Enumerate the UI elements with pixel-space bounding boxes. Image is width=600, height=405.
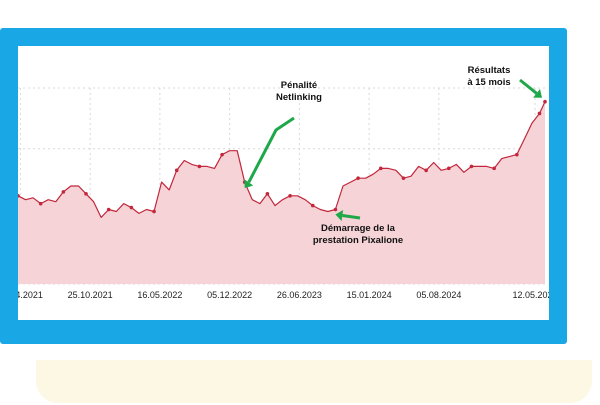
data-point [106,207,111,212]
x-tick-label: 25.10.2021 [68,290,113,300]
x-axis-ticks: 05.04.2021 25.10.2021 16.05.2022 05.12.2022… [18,290,549,300]
data-point [469,164,474,169]
x-tick-label: 05.04.2021 [18,290,43,300]
green-arrow-icon [335,210,361,221]
x-tick-label: 26.06.2023 [277,290,322,300]
data-point [18,194,20,198]
data-point [265,192,270,196]
data-point [378,166,383,171]
x-tick-label: 15.01.2024 [347,290,392,300]
chart-panel: 05.04.2021 25.10.2021 16.05.2022 05.12.2022… [18,46,549,320]
data-point [356,176,360,180]
data-point [61,190,66,194]
annotation-label: Pénalité Netlinking [276,80,322,103]
data-point [38,201,43,206]
annotations: Pénalité Netlinking Démarrage de la prestat… [244,65,542,246]
background-card [36,360,592,403]
data-point [288,194,292,198]
data-point [537,111,542,116]
annotation-label: Démarrage de la prestation Pixalione [313,223,403,246]
data-point [174,168,179,173]
data-point [447,166,451,171]
data-point [492,166,496,171]
green-arrow-icon [519,78,542,98]
green-arrow-icon [244,116,295,189]
data-point [197,164,202,169]
series-line [18,101,546,218]
data-point [152,209,156,214]
annotation-label: Résultats à 15 mois [467,65,510,88]
x-tick-label: 05.12.2022 [207,290,252,300]
x-tick-label: 16.05.2022 [137,290,182,300]
data-points [18,99,547,214]
series-area [18,101,545,284]
x-tick-label: 12.05.2025 [513,290,549,300]
data-point [220,152,224,157]
data-point [543,99,547,104]
x-tick-label: 05.08.2024 [416,290,461,300]
data-point [84,192,88,196]
data-point [424,168,428,173]
traffic-chart: 05.04.2021 25.10.2021 16.05.2022 05.12.2022… [18,65,549,300]
data-point [129,205,134,210]
data-point [515,152,519,157]
data-point [310,203,315,208]
data-point [401,176,406,180]
data-point [333,207,338,212]
